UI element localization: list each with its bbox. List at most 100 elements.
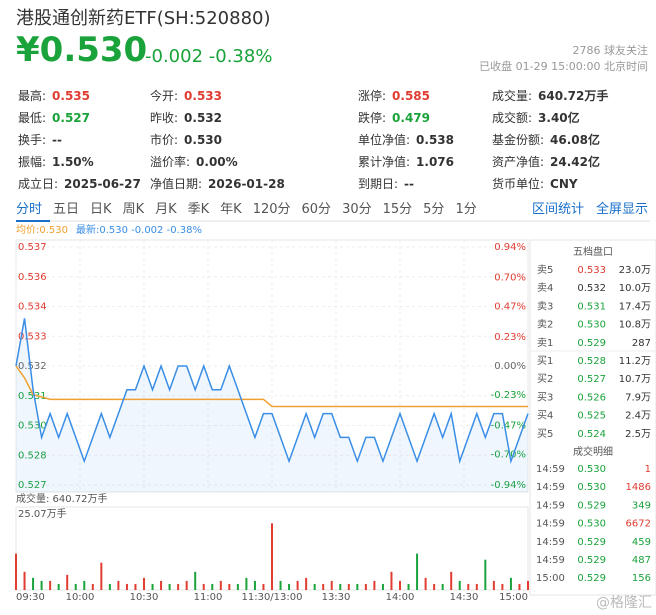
x-tick-label: 11:00 <box>194 592 223 603</box>
book-label: 买3 <box>537 391 553 403</box>
y2-tick-label: 0.47% <box>494 302 526 313</box>
tab[interactable]: 120分 <box>252 202 291 217</box>
volume-bar <box>347 583 350 590</box>
stats-value: 640.72万手 <box>538 88 609 103</box>
volume-bar <box>262 583 265 590</box>
tab-action[interactable]: 区间统计 <box>531 202 584 217</box>
stats-label: 资产净值: <box>492 154 545 169</box>
volume-bar <box>509 577 512 590</box>
tab[interactable]: 15分 <box>382 202 413 217</box>
book-price: 0.533 <box>577 265 606 276</box>
legend-latest: 最新:0.530 -0.002 -0.38% <box>76 223 202 236</box>
volume-bar <box>177 583 180 590</box>
trade-volume: 487 <box>632 555 651 566</box>
trade-price: 0.530 <box>577 482 606 493</box>
stats-value: 0.538 <box>416 132 455 147</box>
tab[interactable]: 分时 <box>16 202 43 217</box>
tab[interactable]: 日K <box>90 202 112 217</box>
volume-bar <box>322 583 325 590</box>
trade-volume: 1 <box>645 464 651 475</box>
volume-bar <box>484 559 487 590</box>
book-price: 0.524 <box>577 429 606 440</box>
tab-action[interactable]: 全屏显示 <box>595 202 648 217</box>
trade-price: 0.529 <box>577 537 606 548</box>
trade-time: 14:59 <box>536 500 565 511</box>
volume-bar <box>185 580 188 590</box>
x-tick-label: 14:30 <box>450 592 479 603</box>
trade-time: 14:59 <box>536 464 565 475</box>
stats-label: 基金份额: <box>492 132 545 147</box>
y2-tick-label: -0.47% <box>491 421 526 432</box>
stats-value: CNY <box>550 176 578 191</box>
y2-tick-label: -0.70% <box>491 450 526 461</box>
stats-value: 24.42亿 <box>550 154 601 169</box>
x-tick-label: 10:00 <box>66 592 95 603</box>
tab[interactable]: 30分 <box>342 202 372 217</box>
stats-cell: 今开: 0.533 <box>150 87 358 104</box>
book-label: 卖2 <box>537 319 553 331</box>
tab[interactable]: 年K <box>220 202 242 217</box>
book-label: 卖1 <box>537 337 553 349</box>
stats-cell: 成交量: 640.72万手 <box>492 87 642 104</box>
stats-value: 0.533 <box>184 88 223 103</box>
price: ¥0.530 <box>16 30 148 70</box>
stats-value: 0.535 <box>52 88 91 103</box>
tab[interactable]: 60分 <box>301 202 332 217</box>
trade-price: 0.529 <box>577 500 606 511</box>
status: 已收盘 01-29 15:00:00 北京时间 <box>479 60 648 73</box>
stats-value: 0.585 <box>392 88 431 103</box>
stats-label: 溢价率: <box>150 154 191 169</box>
volume-bar <box>117 580 120 590</box>
stats-value: -- <box>52 132 63 147</box>
stats-cell: 到期日: -- <box>358 175 492 192</box>
stats-label: 货币单位: <box>492 176 545 191</box>
x-tick-label: 13:30 <box>322 592 351 603</box>
tab[interactable]: 季K <box>187 202 210 217</box>
y-tick-label: 0.531 <box>18 391 47 402</box>
volume-bar <box>271 523 273 590</box>
stats-label: 换手: <box>18 132 47 147</box>
volume-bar <box>467 583 470 590</box>
y-tick-label: 0.532 <box>18 361 47 372</box>
volume-bar <box>74 583 77 590</box>
volume-bar <box>458 580 461 590</box>
tab-actions: 区间统计 全屏显示 <box>520 198 648 217</box>
volume-bar <box>288 583 291 590</box>
stats-value: 46.08亿 <box>550 132 601 147</box>
book-label: 买5 <box>537 428 553 440</box>
volume-bar <box>211 583 214 590</box>
volume-bar <box>202 583 205 590</box>
stats-cell: 换手: -- <box>18 131 150 148</box>
trades-title: 成交明细 <box>573 445 613 458</box>
volume-bar <box>125 583 128 590</box>
book-price: 0.529 <box>577 338 606 349</box>
stats-cell: 累计净值: 1.076 <box>358 153 492 170</box>
volume-bar <box>424 577 427 590</box>
tab[interactable]: 五日 <box>53 202 80 217</box>
volume-bar <box>416 553 419 590</box>
volume-bar <box>236 583 239 590</box>
stats-label: 振幅: <box>18 154 47 169</box>
volume-bar <box>339 583 342 590</box>
stats-value: 1.076 <box>416 154 455 169</box>
tab[interactable]: 1分 <box>455 202 477 217</box>
stats: 最高: 0.535 今开: 0.533 涨停: 0.585 成交量: 640.72万手 最低: 0… <box>18 84 642 194</box>
volume-bar <box>23 571 26 590</box>
tab[interactable]: 5分 <box>423 202 445 217</box>
volume-bar <box>518 583 521 590</box>
y2-tick-label: 0.23% <box>494 332 526 343</box>
y-tick-label: 0.527 <box>18 480 47 491</box>
followers-label: 球友关注 <box>604 44 648 57</box>
title: 港股通创新药ETF(SH:520880) <box>16 8 271 29</box>
volume-bar <box>475 583 478 590</box>
volume-tick-label: 25.07万手 <box>18 507 67 520</box>
volume-bar <box>305 577 308 590</box>
tab[interactable]: 月K <box>155 202 177 217</box>
tab[interactable]: 周K <box>122 202 145 217</box>
price-area <box>16 318 528 492</box>
change-pct: -0.38% <box>208 46 273 67</box>
stats-label: 最高: <box>18 88 47 103</box>
stats-value: 0.530 <box>184 132 223 147</box>
book-price: 0.525 <box>577 411 606 422</box>
y-tick-label: 0.528 <box>18 450 47 461</box>
